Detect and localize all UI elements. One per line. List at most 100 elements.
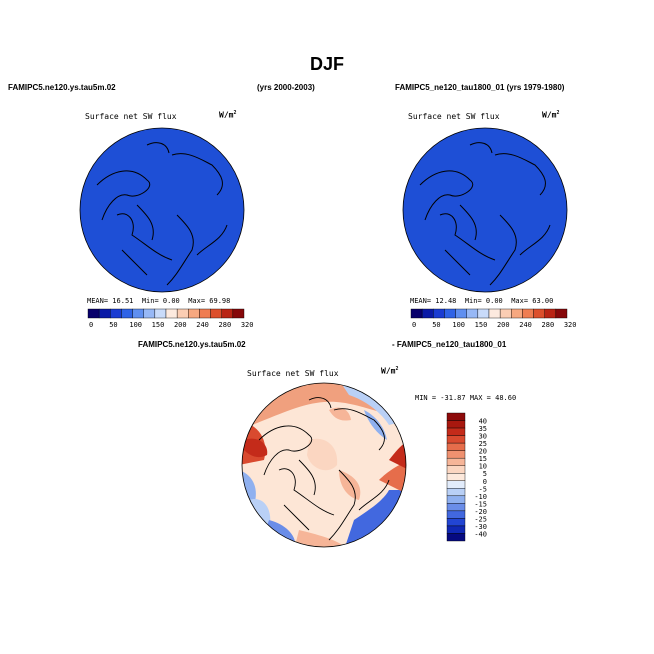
bottom-units-label: W/m2 bbox=[381, 366, 399, 376]
bottom-case-a: FAMIPC5.ne120.ys.tau5m.02 bbox=[138, 340, 246, 349]
bottom-colorbar-tick: -25 bbox=[474, 515, 487, 523]
right-colorbar: 0 50 100 150 200 240 280 320 bbox=[410, 308, 576, 329]
bottom-colorbar-cell bbox=[446, 450, 466, 459]
right-colorbar-cell bbox=[544, 308, 557, 319]
right-colorbar-cell bbox=[511, 308, 523, 319]
right-colorbar-tick: 100 bbox=[452, 321, 465, 329]
bottom-case-b: - FAMIPC5_ne120_tau1800_01 bbox=[392, 340, 507, 349]
bottom-colorbar-cell bbox=[446, 503, 466, 512]
left-polar-map bbox=[79, 127, 245, 293]
bottom-colorbar-tick: 15 bbox=[479, 455, 487, 463]
page-title: DJF bbox=[310, 54, 345, 74]
left-colorbar-tick: 0 bbox=[89, 321, 93, 329]
bottom-stats: MIN = -31.87 MAX = 48.60 bbox=[415, 394, 517, 402]
right-colorbar-cell bbox=[477, 308, 490, 319]
left-colorbar-cell bbox=[154, 308, 167, 319]
bottom-colorbar-cell bbox=[446, 495, 466, 504]
right-colorbar-tick: 280 bbox=[542, 321, 555, 329]
bottom-colorbar-cell bbox=[446, 518, 466, 527]
left-colorbar-cell bbox=[199, 308, 211, 319]
left-variable-label: Surface net SW flux bbox=[85, 112, 177, 121]
left-stats: MEAN= 16.51 Min= 0.00 Max= 69.98 bbox=[87, 297, 231, 305]
bottom-colorbar-tick: 40 bbox=[479, 418, 487, 426]
left-colorbar-cell bbox=[121, 308, 133, 319]
bottom-colorbar-tick: 30 bbox=[479, 433, 487, 441]
right-colorbar-tick: 200 bbox=[497, 321, 510, 329]
right-colorbar-cell bbox=[455, 308, 467, 319]
bottom-colorbar-cell bbox=[446, 473, 466, 481]
left-colorbar-cell bbox=[98, 308, 111, 319]
right-colorbar-tick: 50 bbox=[432, 321, 440, 329]
bottom-colorbar-cell bbox=[446, 435, 466, 444]
right-colorbar-tick: 320 bbox=[564, 321, 577, 329]
left-colorbar-tick: 280 bbox=[219, 321, 232, 329]
left-colorbar-cell bbox=[132, 308, 144, 319]
right-map-ocean bbox=[402, 127, 568, 293]
bottom-colorbar-tick: -10 bbox=[474, 493, 487, 501]
bottom-colorbar-cell bbox=[446, 480, 466, 489]
right-coastlines bbox=[419, 142, 551, 286]
bottom-colorbar-tick: 0 bbox=[483, 478, 487, 486]
left-colorbar-cell bbox=[188, 308, 200, 319]
right-colorbar-tick: 240 bbox=[519, 321, 532, 329]
left-colorbar-cell bbox=[110, 308, 122, 319]
right-colorbar-cell bbox=[488, 308, 501, 319]
right-stats: MEAN= 12.48 Min= 0.00 Max= 63.00 bbox=[410, 297, 554, 305]
left-colorbar-tick: 100 bbox=[129, 321, 142, 329]
right-variable-label: Surface net SW flux bbox=[408, 112, 500, 121]
left-colorbar-cell bbox=[165, 308, 178, 319]
left-colorbar: 0 50 100 150 200 240 280 320 bbox=[87, 308, 253, 329]
right-colorbar-cell bbox=[466, 308, 479, 319]
left-colorbar-cell bbox=[143, 308, 156, 319]
left-colorbar-cell bbox=[221, 308, 234, 319]
right-colorbar-cell bbox=[433, 308, 445, 319]
bottom-colorbar-cell bbox=[446, 525, 466, 534]
difference-field bbox=[242, 383, 406, 547]
left-coastlines bbox=[96, 142, 228, 286]
bottom-colorbar-cell bbox=[446, 465, 466, 474]
left-units-label: W/m2 bbox=[219, 110, 237, 120]
bottom-colorbar-tick: 25 bbox=[479, 440, 487, 448]
bottom-colorbar-tick: -5 bbox=[479, 485, 487, 493]
bottom-colorbar-cell bbox=[446, 457, 466, 466]
bottom-colorbar-tick: -15 bbox=[474, 500, 487, 508]
bottom-colorbar-cell bbox=[446, 420, 466, 429]
bottom-colorbar-tick: -20 bbox=[474, 508, 487, 516]
left-colorbar-tick: 200 bbox=[174, 321, 187, 329]
left-colorbar-tick: 50 bbox=[109, 321, 117, 329]
bottom-coastlines bbox=[258, 397, 390, 541]
right-colorbar-cell bbox=[555, 308, 568, 319]
left-colorbar-cell bbox=[176, 308, 189, 319]
bottom-colorbar-cell bbox=[446, 510, 466, 519]
bottom-colorbar-tick: 5 bbox=[483, 470, 487, 478]
bottom-colorbar-cell bbox=[446, 488, 466, 497]
right-units-label: W/m2 bbox=[542, 110, 560, 120]
right-colorbar-cell bbox=[522, 308, 534, 319]
bottom-colorbar-cell bbox=[446, 412, 466, 421]
bottom-polar-map bbox=[241, 382, 407, 548]
bottom-colorbar-tick: 10 bbox=[479, 463, 487, 471]
left-case-name: FAMIPC5.ne120.ys.tau5m.02 bbox=[8, 83, 116, 92]
left-colorbar-cell bbox=[232, 308, 245, 319]
bottom-variable-label: Surface net SW flux bbox=[247, 369, 339, 378]
bottom-colorbar-tick: 35 bbox=[479, 425, 487, 433]
right-polar-map bbox=[402, 127, 568, 293]
right-colorbar-tick: 0 bbox=[412, 321, 416, 329]
bottom-colorbar-tick: 20 bbox=[479, 448, 487, 456]
left-colorbar-tick: 240 bbox=[196, 321, 209, 329]
right-colorbar-cell bbox=[444, 308, 456, 319]
right-colorbar-tick: 150 bbox=[475, 321, 488, 329]
right-colorbar-cell bbox=[421, 308, 434, 319]
left-years: (yrs 2000-2003) bbox=[257, 83, 315, 92]
bottom-colorbar-tick: -40 bbox=[474, 530, 487, 538]
left-colorbar-cell bbox=[210, 308, 222, 319]
bottom-colorbar-cell bbox=[446, 533, 466, 542]
right-colorbar-cell bbox=[533, 308, 545, 319]
right-case-name: FAMIPC5_ne120_tau1800_01 (yrs 1979-1980) bbox=[395, 83, 565, 92]
bottom-colorbar-cell bbox=[446, 442, 466, 451]
left-colorbar-tick: 320 bbox=[241, 321, 254, 329]
left-map-ocean bbox=[79, 127, 245, 293]
bottom-colorbar-tick: -30 bbox=[474, 523, 487, 531]
left-colorbar-tick: 150 bbox=[152, 321, 165, 329]
